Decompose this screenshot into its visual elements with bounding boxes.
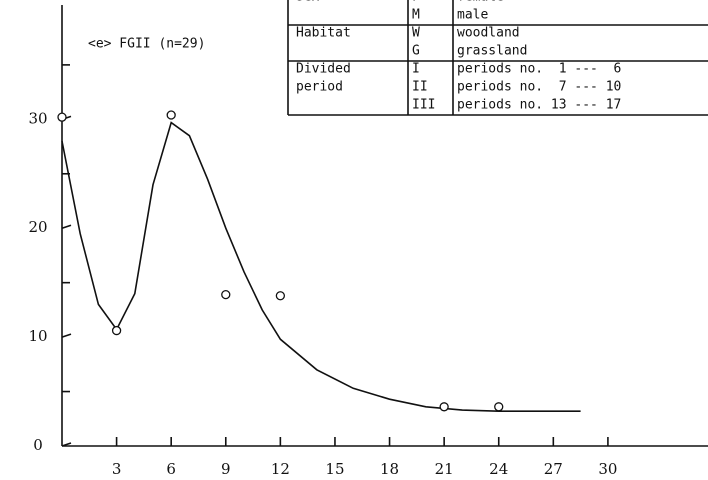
x-tick-label: 15 xyxy=(325,460,344,478)
table-desc: periods no. 7 --- 10 xyxy=(457,80,621,95)
x-tick-label: 21 xyxy=(435,460,454,478)
table-code: M xyxy=(412,8,420,23)
y-tick xyxy=(61,442,72,447)
table-code: G xyxy=(412,44,420,59)
x-tick-label: 24 xyxy=(489,460,508,478)
x-tick-label: 3 xyxy=(112,460,122,478)
x-tick-label: 27 xyxy=(544,460,563,478)
table-desc: female xyxy=(457,0,504,5)
point xyxy=(166,110,176,120)
table-group-label: Divided xyxy=(296,62,351,77)
table-desc: periods no. 1 --- 6 xyxy=(457,62,621,77)
point xyxy=(439,402,449,412)
table-group-label: Habitat xyxy=(296,26,351,41)
y-tick xyxy=(61,224,72,229)
x-tick-label: 9 xyxy=(221,460,231,478)
y-tick-label: 0 xyxy=(33,436,43,454)
y-tick-label: 20 xyxy=(28,218,47,236)
x-tick-label: 6 xyxy=(166,460,176,478)
table-code: F xyxy=(412,0,420,5)
table-code: III xyxy=(412,98,435,113)
fitted-curve xyxy=(61,121,581,412)
table-code: W xyxy=(412,26,420,41)
y-tick-label: 30 xyxy=(28,109,47,127)
x-tick-label: 12 xyxy=(271,460,290,478)
y-tick xyxy=(61,333,72,338)
table-code: II xyxy=(412,80,428,95)
table-desc: grassland xyxy=(457,44,527,59)
point xyxy=(111,325,122,336)
point xyxy=(494,402,504,412)
point xyxy=(221,289,231,300)
point xyxy=(275,291,286,301)
table-desc: woodland xyxy=(457,26,520,41)
point xyxy=(57,112,67,122)
table-desc: periods no. 13 --- 17 xyxy=(457,98,621,113)
y-tick-label: 10 xyxy=(28,327,47,345)
annotation: <e> FGII (n=29) xyxy=(88,37,205,52)
table-group-label: period xyxy=(296,80,343,95)
table-group-label: Sex xyxy=(296,0,320,5)
x-tick-label: 18 xyxy=(380,460,399,478)
table-desc: male xyxy=(457,8,488,23)
x-tick-label: 30 xyxy=(598,460,617,478)
table-bg xyxy=(288,0,708,118)
table-code: I xyxy=(412,62,420,77)
